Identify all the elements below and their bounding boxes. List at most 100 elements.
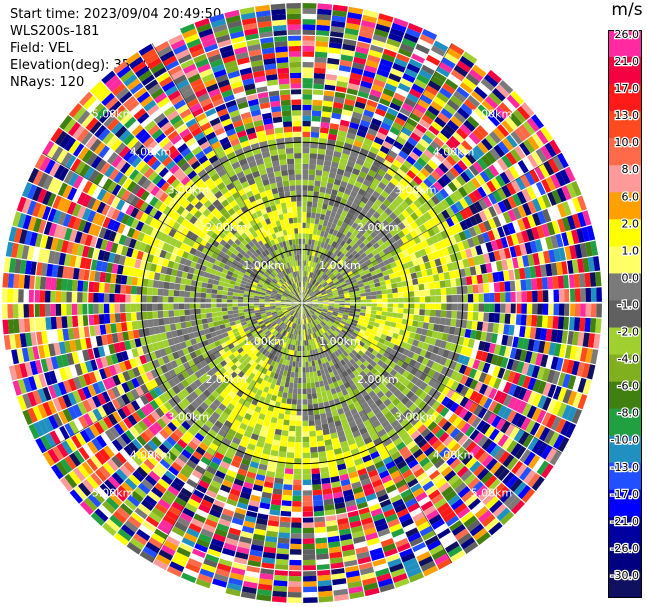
range-gate-cell	[322, 396, 329, 403]
range-gate-cell	[348, 403, 356, 411]
range-gate-cell	[98, 303, 105, 314]
range-gate-cell	[328, 282, 335, 287]
range-gate-cell	[232, 419, 242, 428]
range-gate-cell	[173, 476, 186, 488]
range-gate-cell	[574, 303, 581, 317]
range-gate-cell	[302, 538, 315, 545]
range-gate-cell	[167, 353, 175, 362]
range-gate-cell	[289, 420, 296, 427]
range-gate-cell	[503, 324, 510, 335]
range-gate-cell	[551, 189, 562, 205]
range-gate-cell	[104, 313, 111, 324]
range-gate-cell	[356, 366, 363, 374]
range-gate-cell	[519, 349, 528, 362]
range-gate-cell	[328, 216, 335, 223]
range-gate-cell	[313, 320, 318, 326]
range-gate-cell	[402, 159, 413, 170]
range-gate-cell	[182, 361, 191, 370]
range-gate-cell	[308, 366, 313, 373]
range-gate-cell	[314, 526, 327, 533]
range-gate-cell	[515, 463, 528, 478]
range-gate-cell	[397, 308, 404, 314]
range-gate-cell	[478, 293, 485, 303]
range-gate-cell	[310, 328, 314, 334]
range-gate-cell	[514, 244, 522, 257]
range-gate-cell	[109, 293, 115, 303]
range-gate-cell	[313, 403, 319, 410]
range-gate-cell	[468, 368, 478, 379]
range-gate-cell	[362, 322, 369, 328]
range-gate-cell	[473, 213, 483, 224]
range-gate-cell	[79, 501, 94, 516]
range-gate-cell	[223, 363, 231, 372]
range-gate-cell	[406, 381, 415, 391]
range-gate-cell	[122, 370, 131, 382]
range-gate-cell	[467, 413, 478, 426]
range-gate-cell	[404, 343, 413, 351]
range-gate-cell	[306, 296, 311, 300]
range-gate-cell	[241, 335, 249, 341]
range-gate-cell	[488, 375, 498, 388]
range-gate-cell	[426, 237, 434, 246]
range-gate-cell	[98, 293, 105, 303]
range-gate-cell	[245, 376, 253, 384]
range-gate-cell	[311, 478, 322, 485]
range-gate-cell	[538, 340, 546, 354]
range-gate-cell	[399, 405, 409, 415]
range-gate-cell	[311, 307, 317, 311]
range-gate-cell	[218, 320, 225, 326]
range-gate-cell	[376, 306, 383, 312]
range-gate-cell	[430, 454, 442, 465]
range-gate-cell	[455, 277, 462, 287]
range-gate-cell	[453, 147, 465, 159]
range-gate-cell	[356, 96, 368, 105]
range-gate-cell	[329, 194, 337, 201]
range-gate-cell	[531, 407, 542, 422]
range-gate-cell	[485, 458, 498, 471]
range-gate-cell	[303, 554, 316, 561]
range-gate-cell	[562, 201, 572, 216]
range-gate-cell	[446, 262, 454, 272]
range-gate-cell	[367, 54, 381, 64]
range-gate-cell	[319, 380, 325, 387]
range-gate-cell	[557, 372, 566, 387]
range-gate-cell	[292, 305, 298, 308]
range-gate-cell	[248, 358, 255, 366]
range-gate-cell	[214, 351, 222, 359]
range-gate-cell	[200, 528, 214, 539]
range-gate-cell	[165, 331, 173, 340]
range-gate-cell	[480, 422, 491, 435]
range-gate-cell	[449, 43, 465, 56]
range-gate-cell	[305, 372, 310, 378]
range-gate-cell	[306, 212, 312, 218]
range-gate-cell	[363, 527, 377, 536]
range-gate-cell	[317, 148, 326, 155]
range-gate-cell	[517, 204, 527, 218]
range-gate-cell	[365, 327, 373, 334]
range-gate-cell	[79, 362, 89, 375]
range-gate-cell	[385, 513, 398, 523]
range-gate-cell	[387, 518, 401, 528]
range-gate-cell	[126, 379, 135, 391]
range-gate-cell	[297, 345, 300, 352]
range-gate-cell	[413, 314, 420, 321]
range-gate-cell	[407, 350, 415, 359]
range-gate-cell	[100, 356, 109, 368]
range-gate-cell	[346, 132, 356, 140]
range-gate-cell	[148, 511, 162, 524]
range-gate-cell	[483, 220, 492, 232]
range-gate-cell	[294, 452, 302, 459]
range-gate-cell	[265, 470, 276, 478]
range-gate-cell	[504, 281, 511, 292]
range-gate-cell	[506, 358, 515, 371]
range-gate-cell	[353, 314, 360, 319]
range-gate-cell	[374, 345, 381, 353]
range-gate-cell	[163, 425, 174, 436]
range-gate-cell	[335, 283, 342, 288]
range-gate-cell	[248, 466, 258, 474]
range-gate-cell	[254, 405, 262, 414]
range-gate-cell	[361, 20, 376, 29]
range-gate-cell	[254, 334, 261, 341]
range-gate-cell	[355, 193, 364, 201]
range-gate-cell	[353, 252, 361, 259]
